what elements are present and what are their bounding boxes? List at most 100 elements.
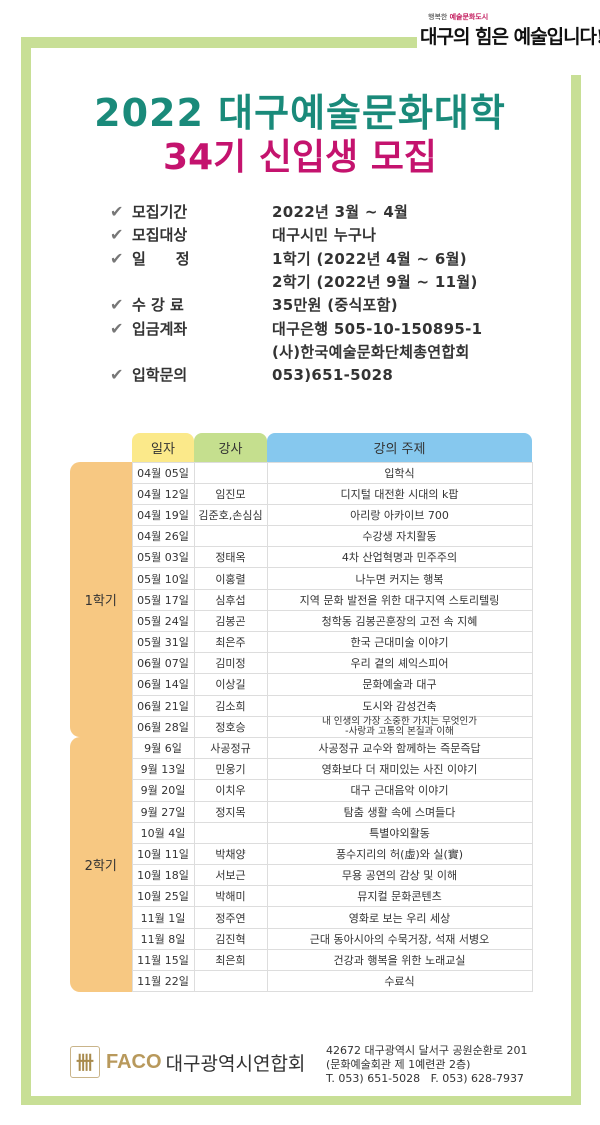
info-label: 입학문의 xyxy=(132,366,188,385)
info-value: 2학기 (2022년 9월 ~ 11월) xyxy=(272,273,478,292)
lecturer-cell: 최은주 xyxy=(193,630,268,654)
table-row: 05월 17일 심후섭 지역 문화 발전을 위한 대구지역 스토리텔링 xyxy=(70,588,533,611)
topic-cell: 사공정규 교수와 함께하는 즉문즉답 xyxy=(266,736,533,760)
topic-cell: 풍수지리의 허(虛)와 실(實) xyxy=(266,842,533,866)
info-label: 수 강 료 xyxy=(132,296,184,315)
date-cell: 04월 19일 xyxy=(131,503,195,527)
topic-cell: 영화보다 더 재미있는 사진 이야기 xyxy=(266,758,533,781)
slogan-main: 대구의 힘은 예술입니다! xyxy=(420,26,600,48)
date-cell: 9월 13일 xyxy=(131,758,195,781)
org-name: 대구광역시연합회 xyxy=(165,1052,306,1075)
lecturer-cell: 임진모 xyxy=(193,482,268,505)
lecturer-cell: 박해미 xyxy=(193,885,268,908)
lecturer-cell: 최은희 xyxy=(193,948,268,972)
lecturer-cell: 이홍렬 xyxy=(193,567,268,590)
topic-cell: 건강과 행복을 위한 노래교실 xyxy=(266,948,533,972)
date-cell: 06월 14일 xyxy=(131,673,195,696)
lecturer-cell xyxy=(193,821,268,844)
lecturer-cell: 서보근 xyxy=(193,864,268,887)
lecturer-cell: 김봉곤 xyxy=(193,609,268,633)
lecturer-cell: 민웅기 xyxy=(193,758,268,781)
lecturer-cell: 심후섭 xyxy=(193,588,268,611)
date-cell: 10월 4일 xyxy=(131,821,195,844)
date-cell: 9월 27일 xyxy=(131,800,195,823)
lecturer-cell xyxy=(193,969,268,993)
frame-border-top xyxy=(21,37,417,48)
info-value: 2022년 3월 ~ 4월 xyxy=(272,203,409,222)
date-cell: 04월 26일 xyxy=(131,525,195,548)
info-value: 35만원 (중식포함) xyxy=(272,296,398,315)
table-row: 9월 27일 정지목 탐춤 생활 속에 스며들다 xyxy=(70,800,533,823)
table-row: 11월 8일 김진혁 근대 동아시아의 수묵거장, 석재 서병오 xyxy=(70,927,533,950)
table-row: 1학기 04월 05일 입학식 xyxy=(70,461,533,738)
date-cell: 06월 28일 xyxy=(131,715,195,738)
date-cell: 9월 6일 xyxy=(131,736,195,760)
page-subtitle: 34기 신입생 모집 xyxy=(163,137,437,178)
table-row: 9월 13일 민웅기 영화보다 더 재미있는 사진 이야기 xyxy=(70,758,533,781)
topic-cell: 무용 공연의 감상 및 이해 xyxy=(266,864,533,887)
topic-cell: 청학동 김봉곤훈장의 고전 속 지혜 xyxy=(266,609,533,633)
address-line1: 42672 대구광역시 달서구 공원순환로 201 xyxy=(326,1044,528,1057)
date-cell: 10월 18일 xyxy=(131,864,195,887)
date-cell: 05월 03일 xyxy=(131,546,195,569)
topic-cell: 탐춤 생활 속에 스며들다 xyxy=(266,800,533,823)
info-value: 대구시민 누구나 xyxy=(272,226,377,245)
table-row: 10월 18일 서보근 무용 공연의 감상 및 이해 xyxy=(70,864,533,887)
semester-label: 2학기 xyxy=(70,737,132,992)
info-row: ✔ 입금계좌 대구은행 505-10-150895-1 xyxy=(110,316,482,339)
date-cell: 04월 05일 xyxy=(131,461,195,484)
topic-cell: 우리 곁의 셰익스피어 xyxy=(266,652,533,675)
schedule-table: 일자 강사 강의 주제 1학기 04월 05일 입학식 04월 12일 임진모 디지털 대… xyxy=(70,433,533,993)
lecturer-cell: 정태옥 xyxy=(193,546,268,569)
date-cell: 05월 24일 xyxy=(131,609,195,633)
table-row: 04월 19일 김준호,손심심 아리랑 아카이브 700 xyxy=(70,503,533,527)
lecturer-cell: 김미정 xyxy=(193,652,268,675)
address-line2: (문화예술회관 제 1예련관 2층) xyxy=(326,1058,471,1071)
table-row: 9월 20일 이치우 대구 근대음악 이야기 xyxy=(70,779,533,802)
info-value: 대구은행 505-10-150895-1 xyxy=(272,319,483,338)
date-cell: 05월 10일 xyxy=(131,567,195,590)
table-row: 05월 03일 정태옥 4차 산업혁명과 민주주의 xyxy=(70,546,533,569)
topic-cell: 아리랑 아카이브 700 xyxy=(266,503,533,527)
faco-emblem-icon: 卌 xyxy=(70,1046,100,1078)
lecturer-cell: 이치우 xyxy=(193,779,268,802)
date-cell: 10월 25일 xyxy=(131,885,195,908)
checkmark-icon: ✔ xyxy=(110,365,124,385)
table-row: 06월 14일 이상길 문화예술과 대구 xyxy=(70,673,533,696)
table-row: 11월 1일 정주연 영화로 보는 우리 세상 xyxy=(70,906,533,929)
info-row: ✔ 모집기간 2022년 3월 ~ 4월 xyxy=(110,200,482,223)
phone-fax: T. 053) 651-5028 F. 053) 628-7937 xyxy=(326,1072,524,1085)
topic-cell: 내 인생의 가장 소중한 가치는 무엇인가 -사랑과 고통의 본질과 이해 xyxy=(266,715,533,738)
topic-cell: 지역 문화 발전을 위한 대구지역 스토리텔링 xyxy=(266,588,533,611)
header-topic: 강의 주제 xyxy=(267,433,532,462)
lecturer-cell: 김준호,손심심 xyxy=(193,503,268,527)
faco-wordmark: FACO xyxy=(106,1050,162,1073)
frame-border-left xyxy=(21,37,31,1105)
table-row: 10월 11일 박채양 풍수지리의 허(虛)와 실(實) xyxy=(70,842,533,866)
info-row: ✔ 모집대상 대구시민 누구나 xyxy=(110,223,482,246)
checkmark-icon: ✔ xyxy=(110,295,124,315)
date-cell: 11월 8일 xyxy=(131,927,195,950)
date-cell: 05월 17일 xyxy=(131,588,195,611)
info-row: ✔ 수 강 료 35만원 (중식포함) xyxy=(110,293,482,316)
info-value: 053)651-5028 xyxy=(272,365,394,384)
slogan-prefix: 행복한 xyxy=(428,13,448,21)
info-row: ✔ 일 정 1학기 (2022년 4월 ~ 6월) xyxy=(110,247,482,270)
info-row: (사)한국예술문화단체총연합회 xyxy=(110,340,482,363)
contact-info: 42672 대구광역시 달서구 공원순환로 201 (문화예술회관 제 1예련관… xyxy=(326,1044,528,1086)
topic-cell: 도시와 감성건축 xyxy=(266,694,533,717)
topic-cell: 한국 근대미술 이야기 xyxy=(266,630,533,654)
table-row: 04월 26일 수강생 자치활동 xyxy=(70,525,533,548)
info-value: 1학기 (2022년 4월 ~ 6월) xyxy=(272,249,467,268)
city-slogan-logo: 행복한 예술문화도시 대구의 힘은 예술입니다! xyxy=(420,12,600,68)
table-row: 11월 22일 수료식 xyxy=(70,969,533,993)
topic-cell: 4차 산업혁명과 민주주의 xyxy=(266,546,533,569)
topic-cell: 수강생 자치활동 xyxy=(266,525,533,548)
lecturer-cell: 이상길 xyxy=(193,673,268,696)
lecturer-cell: 정주연 xyxy=(193,906,268,929)
info-label: 모집기간 xyxy=(132,203,188,222)
page-title: 2022 대구예술문화대학 xyxy=(94,91,506,135)
lecturer-cell: 정지목 xyxy=(193,800,268,823)
checkmark-icon: ✔ xyxy=(110,202,124,222)
table-row: 2학기 9월 6일 사공정규 사공정규 교수와 함께하는 즉문즉답 xyxy=(70,736,533,992)
